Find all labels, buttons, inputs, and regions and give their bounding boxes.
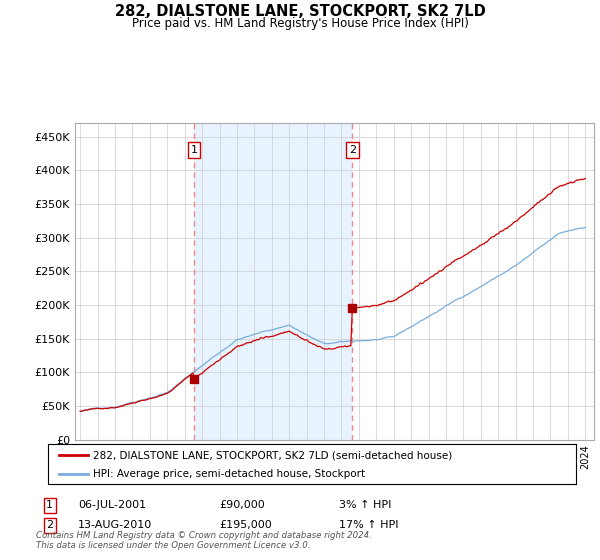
- Text: 282, DIALSTONE LANE, STOCKPORT, SK2 7LD: 282, DIALSTONE LANE, STOCKPORT, SK2 7LD: [115, 4, 485, 20]
- Text: 282, DIALSTONE LANE, STOCKPORT, SK2 7LD (semi-detached house): 282, DIALSTONE LANE, STOCKPORT, SK2 7LD …: [93, 450, 452, 460]
- Text: £195,000: £195,000: [219, 520, 272, 530]
- Bar: [194, 123, 352, 440]
- Text: 13-AUG-2010: 13-AUG-2010: [78, 520, 152, 530]
- Text: Price paid vs. HM Land Registry's House Price Index (HPI): Price paid vs. HM Land Registry's House …: [131, 17, 469, 30]
- Text: Contains HM Land Registry data © Crown copyright and database right 2024.
This d: Contains HM Land Registry data © Crown c…: [36, 530, 372, 550]
- Text: 17% ↑ HPI: 17% ↑ HPI: [339, 520, 398, 530]
- Text: 2: 2: [349, 145, 356, 155]
- Text: £90,000: £90,000: [219, 500, 265, 510]
- Text: 3% ↑ HPI: 3% ↑ HPI: [339, 500, 391, 510]
- Text: 1: 1: [191, 145, 197, 155]
- Text: 06-JUL-2001: 06-JUL-2001: [78, 500, 146, 510]
- Text: 1: 1: [46, 500, 53, 510]
- Text: 2: 2: [46, 520, 53, 530]
- Text: HPI: Average price, semi-detached house, Stockport: HPI: Average price, semi-detached house,…: [93, 469, 365, 479]
